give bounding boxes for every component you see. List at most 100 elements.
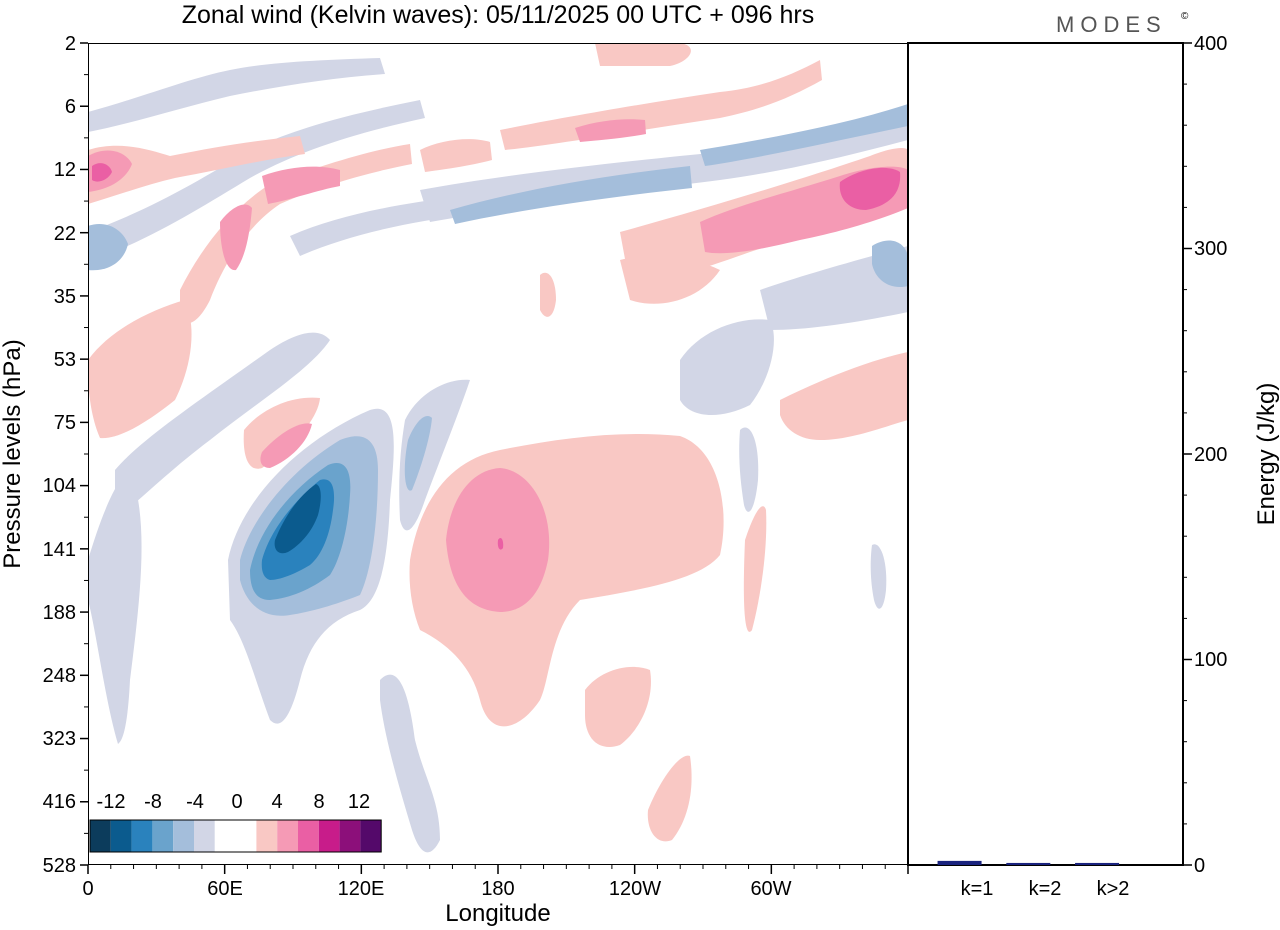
pos-lower-blob bbox=[585, 666, 651, 747]
y-tick-label: 6 bbox=[65, 96, 76, 118]
colorbar-label: -8 bbox=[144, 791, 162, 813]
energy-bars bbox=[937, 860, 1120, 865]
energy-category-label: k=2 bbox=[1029, 878, 1062, 900]
positive-strong-regions bbox=[92, 163, 901, 550]
energy-axis-ticks bbox=[1183, 42, 1192, 866]
y-tick-label: 323 bbox=[43, 728, 76, 750]
pos-strong-left bbox=[92, 163, 112, 182]
x-tick-label: 60W bbox=[750, 878, 791, 900]
y-axis-title: Pressure levels (hPa) bbox=[0, 339, 26, 568]
colorbar-swatch bbox=[318, 820, 340, 852]
y-tick-label: 528 bbox=[43, 855, 76, 877]
pos-band-east-low bbox=[620, 255, 720, 304]
pos-small-blob bbox=[243, 397, 320, 469]
y-tick-label: 416 bbox=[43, 791, 76, 813]
energy-category-labels: k=1 k=2 k>2 bbox=[961, 878, 1130, 900]
neg-med-far-east bbox=[872, 240, 908, 288]
contour-field bbox=[88, 43, 908, 865]
energy-bar bbox=[1006, 862, 1051, 865]
colorbar-label: 4 bbox=[271, 791, 282, 813]
energy-axis-labels: 0 100 200 300 400 bbox=[1194, 33, 1227, 877]
colorbar-swatch bbox=[360, 820, 382, 852]
neg-region-mid-column bbox=[399, 379, 470, 531]
neg-band-mid bbox=[290, 196, 470, 256]
neg-plume-lower bbox=[380, 674, 440, 853]
y-axis-ticks bbox=[80, 42, 88, 866]
x-tick-label: 60E bbox=[207, 878, 243, 900]
energy-axis-title: Energy (J/kg) bbox=[1253, 383, 1280, 526]
neg-plume-west bbox=[88, 470, 142, 744]
brand-logo-text: MODES bbox=[1056, 12, 1167, 37]
colorbar-label: 0 bbox=[231, 791, 242, 813]
y-tick-label: 22 bbox=[54, 223, 76, 245]
energy-category-label: k=1 bbox=[961, 878, 994, 900]
neg-med-band-upper-east bbox=[450, 166, 692, 224]
chart-title: Zonal wind (Kelvin waves): 05/11/2025 00… bbox=[182, 1, 815, 29]
neg-region-lower-east bbox=[739, 427, 759, 512]
neg-band-east-lower bbox=[760, 246, 908, 330]
colorbar-labels: -12 -8 -4 0 4 8 12 bbox=[97, 791, 371, 813]
pos-med-band bbox=[262, 166, 340, 204]
colorbar-swatch bbox=[256, 820, 278, 852]
y-tick-label: 248 bbox=[43, 665, 76, 687]
y-tick-label: 75 bbox=[54, 412, 76, 434]
colorbar-label: 8 bbox=[313, 791, 324, 813]
colorbar-swatch bbox=[298, 820, 319, 852]
pos-bottom-blob bbox=[647, 755, 692, 842]
x-tick-label: 120W bbox=[609, 878, 661, 900]
pos-east-column bbox=[743, 506, 767, 632]
pos-strong-dot bbox=[497, 537, 504, 550]
x-tick-label: 120E bbox=[338, 878, 385, 900]
colorbar-swatch bbox=[152, 820, 174, 852]
x-axis-labels: 0 60E 120E 180 120W 60W bbox=[82, 878, 791, 900]
neg-med-band-east bbox=[700, 104, 908, 166]
energy-tick-label: 300 bbox=[1194, 238, 1227, 260]
pos-med-upper bbox=[575, 119, 646, 142]
neg-band-long-diag bbox=[115, 332, 330, 520]
pos-top-right bbox=[595, 43, 691, 66]
colorbar-swatch bbox=[110, 820, 132, 852]
colorbar-label: 12 bbox=[348, 791, 370, 813]
colorbar-legend bbox=[89, 819, 382, 853]
y-axis-labels: 2 6 12 22 35 53 75 104 141 188 248 323 4… bbox=[43, 33, 76, 877]
y-tick-label: 141 bbox=[43, 539, 76, 561]
y-tick-label: 188 bbox=[43, 602, 76, 624]
colorbar-swatch bbox=[214, 820, 236, 852]
y-tick-label: 12 bbox=[54, 159, 76, 181]
energy-panel-frame bbox=[907, 42, 1184, 866]
x-tick-label: 180 bbox=[481, 878, 514, 900]
pos-med-small bbox=[260, 423, 312, 468]
colorbar-swatch bbox=[131, 820, 153, 852]
energy-bar bbox=[937, 860, 982, 865]
pos-band-top bbox=[420, 139, 492, 172]
y-tick-label: 2 bbox=[65, 33, 76, 55]
colorbar-swatch bbox=[173, 820, 194, 852]
energy-tick-label: 0 bbox=[1194, 855, 1205, 877]
neg-core-kelvin bbox=[274, 484, 321, 554]
y-tick-label: 104 bbox=[43, 475, 76, 497]
energy-tick-label: 100 bbox=[1194, 649, 1227, 671]
colorbar-swatch bbox=[194, 820, 215, 852]
pos-med-diag bbox=[220, 204, 252, 271]
energy-category-label: k>2 bbox=[1097, 878, 1130, 900]
colorbar-swatch bbox=[339, 820, 361, 852]
colorbar-swatch bbox=[235, 820, 257, 852]
neg-med-left bbox=[88, 224, 128, 271]
x-tick-label: 0 bbox=[82, 878, 93, 900]
neg-region-far-east bbox=[870, 544, 887, 609]
x-axis-title: Longitude bbox=[445, 900, 550, 927]
neg-band-left-diag bbox=[88, 100, 425, 262]
energy-tick-label: 200 bbox=[1194, 444, 1227, 466]
neg-med-column bbox=[404, 416, 432, 491]
colorbar-label: -12 bbox=[97, 791, 126, 813]
colorbar-label: -4 bbox=[186, 791, 204, 813]
neg-band-top bbox=[88, 58, 385, 132]
pos-strong-east bbox=[839, 167, 901, 210]
brand-mark: © bbox=[1181, 11, 1189, 22]
neg-region-east-mid bbox=[680, 319, 774, 416]
x-axis-ticks bbox=[87, 865, 909, 874]
colorbar-frame bbox=[89, 819, 382, 853]
pos-band-west bbox=[88, 300, 192, 439]
energy-tick-label: 400 bbox=[1194, 33, 1227, 55]
